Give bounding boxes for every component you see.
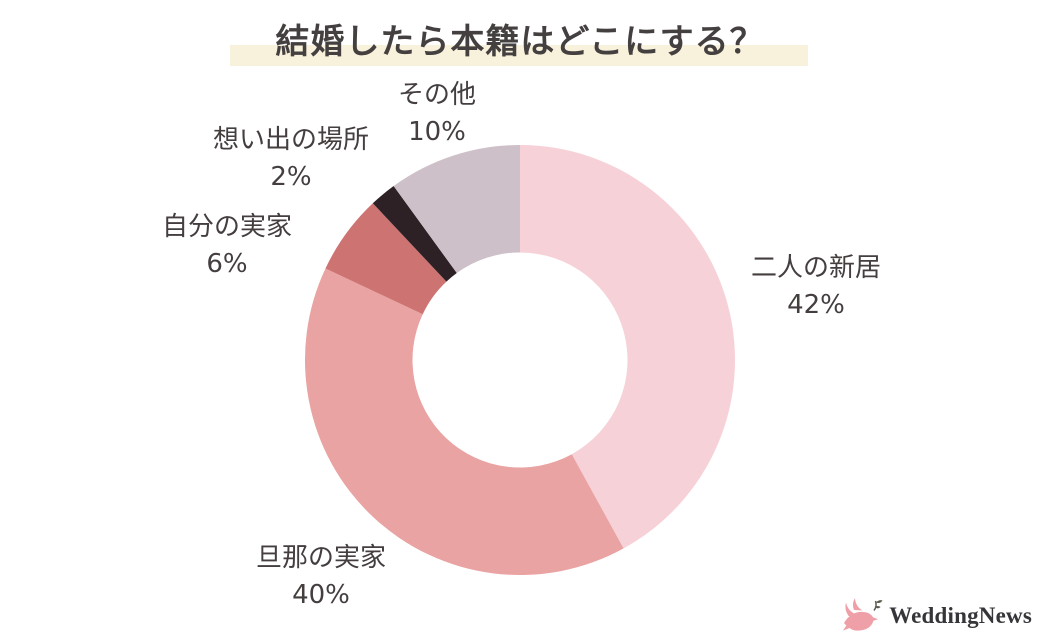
segment-name: 想い出の場所 (212, 125, 370, 155)
segment-name: 自分の実家 (161, 212, 293, 242)
donut-segment-1 (304, 268, 624, 576)
donut-segment-2 (325, 203, 447, 315)
segment-percentage: 42% (787, 290, 845, 320)
title-block: 結婚したら本籍はどこにする？ (0, 0, 1040, 80)
title-highlight-bar (230, 45, 808, 66)
brand-logo: WeddingNews (842, 598, 1032, 634)
donut-segment-3 (372, 186, 457, 282)
label-memorable-place: 想い出の場所 2% (213, 122, 369, 196)
segment-name: 旦那の実家 (255, 543, 387, 573)
donut-segment-4 (393, 145, 520, 274)
dove-wing (853, 598, 863, 611)
label-new-home: 二人の新居 42% (751, 250, 881, 324)
donut-segment-0 (520, 145, 736, 549)
label-other: その他 10% (398, 77, 476, 151)
segment-percentage: 6% (206, 249, 248, 279)
sprig-stem (873, 600, 878, 611)
dove-wing (845, 602, 859, 616)
segment-percentage: 2% (270, 162, 312, 192)
sprig-leaf (875, 605, 881, 609)
chart-title: 結婚したら本籍はどこにする？ (275, 22, 765, 62)
brand-name: WeddingNews (889, 603, 1032, 628)
segment-percentage: 40% (292, 580, 350, 610)
sprig-leaf (876, 600, 883, 603)
donut-chart (304, 145, 736, 576)
dove-body (843, 611, 879, 631)
segment-name: 二人の新居 (750, 253, 882, 283)
label-own-family-home: 自分の実家 6% (162, 209, 292, 283)
segment-name: その他 (397, 80, 477, 110)
label-husbands-family-home: 旦那の実家 40% (256, 540, 386, 614)
segment-percentage: 10% (408, 117, 466, 147)
dove-with-sprig-icon (843, 598, 883, 631)
